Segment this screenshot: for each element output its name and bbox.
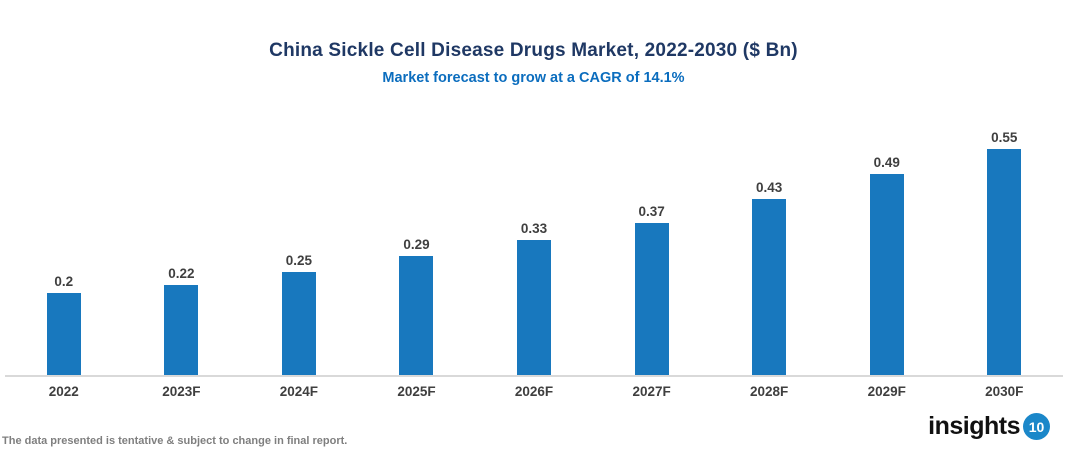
bar — [399, 256, 434, 375]
x-tick-label: 2025F — [397, 384, 436, 399]
bar-value-label: 0.29 — [403, 237, 430, 252]
bar-chart: 0.2 0.22 0.25 0.29 0.33 0.37 0.43 0.49 0.55 2022… — [5, 95, 1063, 399]
bar-column: 0.37 — [593, 204, 711, 375]
bar — [164, 285, 199, 375]
bar — [281, 272, 316, 375]
bar-value-label: 0.55 — [991, 130, 1018, 145]
bar-value-label: 0.49 — [873, 155, 900, 170]
chart-subtitle: Market forecast to grow at a CAGR of 14.… — [382, 70, 685, 86]
x-tick-label: 2022 — [48, 384, 79, 399]
bar-column: 0.49 — [828, 155, 946, 375]
x-axis: 2022 2023F 2024F 2025F 2026F 2027F 2028F 2029F 2… — [5, 377, 1063, 399]
bar-value-label: 0.22 — [168, 266, 195, 281]
insights10-logo: insights 10 — [928, 412, 1050, 441]
bar-column: 0.33 — [475, 221, 593, 375]
bar-column: 0.2 — [5, 274, 123, 375]
bar-column: 0.43 — [710, 180, 828, 375]
bar-value-label: 0.43 — [756, 180, 783, 195]
x-tick-label: 2023F — [162, 384, 201, 399]
bar — [869, 174, 904, 375]
bar — [752, 199, 787, 375]
x-tick-label: 2027F — [632, 384, 671, 399]
x-tick-label: 2026F — [514, 384, 554, 399]
bar-value-label: 0.33 — [520, 221, 548, 236]
bar — [987, 149, 1022, 375]
bar — [634, 223, 669, 375]
logo-badge: 10 — [1023, 413, 1050, 440]
bar-column: 0.29 — [358, 237, 476, 375]
chart-title: China Sickle Cell Disease Drugs Market, … — [269, 40, 798, 61]
bar — [46, 293, 81, 375]
bar — [517, 240, 552, 375]
bar-column: 0.25 — [240, 253, 358, 375]
bar-value-label: 0.37 — [638, 204, 665, 219]
disclaimer-note: The data presented is tentative & subjec… — [2, 435, 348, 447]
x-tick-label: 2029F — [867, 384, 906, 399]
chart-header: China Sickle Cell Disease Drugs Market, … — [0, 0, 1067, 86]
x-tick-label: 2028F — [750, 384, 789, 399]
bar-column: 0.55 — [946, 130, 1064, 375]
bar-column: 0.22 — [123, 266, 241, 375]
x-tick-label: 2030F — [985, 384, 1024, 399]
bar-value-label: 0.25 — [285, 253, 313, 268]
x-tick-label: 2024F — [279, 384, 319, 399]
logo-wordmark: insights — [928, 412, 1020, 440]
bar-value-label: 0.2 — [54, 274, 74, 289]
plot-area: 0.2 0.22 0.25 0.29 0.33 0.37 0.43 0.49 0.55 — [5, 95, 1063, 377]
